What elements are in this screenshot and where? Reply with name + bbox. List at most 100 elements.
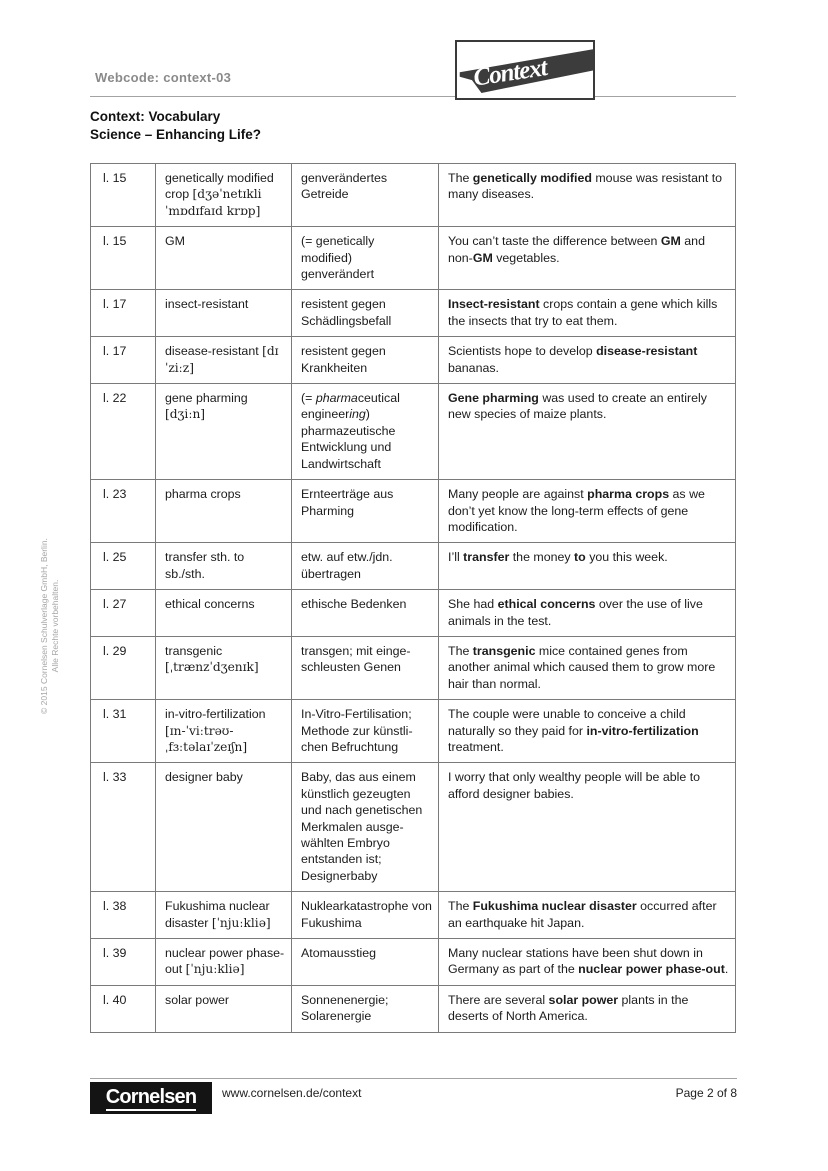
text-segment: as we don’t yet know the long-term effec…: [448, 487, 705, 534]
text-segment: pharma crops: [587, 487, 670, 502]
text-segment: Fukushima nuclear disaster: [472, 899, 637, 914]
vocab-table-body: l. 15 genetically modified crop [dʒəˈnetɪ…: [90, 162, 736, 1033]
cell-example-sentence: I worry that only wealthy people will be…: [438, 762, 736, 893]
table-row: l. 22 gene pharming [dʒiːn] (= pharmaceutic…: [90, 383, 736, 481]
cell-line-ref: l. 38: [90, 891, 156, 940]
cell-example-sentence: The Fukushima nuclear disaster occurred …: [438, 891, 736, 940]
cell-example-sentence: The couple were unable to conceive a chi…: [438, 699, 736, 764]
table-row: l. 17 disease-resistant [dɪˈziːz] resisten…: [90, 336, 736, 385]
cell-example-sentence: Insect-resistant crops contain a gene wh…: [438, 289, 736, 338]
cell-german-translation: resistent gegen Schädlingsbefall: [291, 289, 439, 338]
text-segment: to: [574, 550, 586, 565]
cell-example-sentence: Many people are against pharma crops as …: [438, 479, 736, 544]
cell-line-ref: l. 25: [90, 542, 156, 591]
cell-line-ref: l. 40: [90, 984, 156, 1033]
text-segment: The: [448, 899, 473, 914]
text-segment: resistent gegen Schädlingsbefall: [301, 297, 392, 328]
text-segment: GM: [660, 234, 681, 249]
text-segment: Scientists hope to develop: [448, 344, 597, 359]
text-segment: [ˈnjuːkliə]: [185, 962, 245, 977]
text-segment: ethische Bedenken: [301, 597, 407, 612]
text-segment: in-vitro-fertilization: [165, 707, 266, 722]
cell-example-sentence: Scientists hope to develop disease-resis…: [438, 336, 736, 385]
page-title: Context: Vocabulary Science – Enhancing …: [90, 108, 261, 144]
text-segment: modified): [301, 250, 352, 265]
text-segment: crops contain a gene which kills the ins…: [448, 297, 718, 328]
cell-line-ref: l. 39: [90, 938, 156, 986]
text-segment: GM: [165, 234, 185, 249]
cell-example-sentence: I’ll transfer the money to you this week…: [438, 542, 736, 591]
cell-line-ref: l. 17: [90, 336, 156, 385]
table-row: l. 15 GM (= genetically modified) genverände…: [90, 226, 736, 291]
text-segment: designer baby: [165, 770, 243, 785]
text-segment: transgenic: [472, 643, 536, 658]
table-row: l. 15 genetically modified crop [dʒəˈnetɪ…: [90, 162, 736, 228]
cell-german-translation: Ernteerträge aus Pharming: [291, 479, 439, 544]
text-segment: over the use of live animals in the test…: [448, 597, 703, 628]
text-segment: treatment.: [448, 739, 504, 754]
cell-english-term: ethical concerns: [155, 589, 292, 637]
text-segment: the money: [509, 550, 575, 565]
copyright-line2: Alle Rechte vorbehalten.: [50, 579, 60, 673]
cell-german-translation: etw. auf etw./jdn. übertragen: [291, 542, 439, 591]
cell-german-translation: (= pharmaceutical engineering) pharmazeu…: [291, 383, 439, 481]
text-segment: genverändertes Getreide: [301, 171, 388, 202]
text-segment: Atomausstieg: [301, 946, 377, 961]
text-segment: Insect-resistant: [448, 297, 540, 312]
cell-line-ref: l. 27: [90, 589, 156, 637]
cell-german-translation: genverändertes Getreide: [291, 162, 439, 228]
table-row: l. 40 solar power Sonnenenergie; Solarener…: [90, 984, 736, 1033]
cell-example-sentence: There are several solar power plants in …: [438, 984, 736, 1033]
copyright-vertical-text: © 2015 Cornelsen Schulverlage GmbH, Berl…: [39, 471, 61, 781]
text-segment: transfer sth. to sb./sth.: [165, 550, 245, 581]
context-logo: Context: [455, 40, 595, 100]
vocabulary-table: l. 15 genetically modified crop [dʒəˈnetɪ…: [90, 162, 736, 1033]
text-segment: There are several: [448, 992, 549, 1007]
cell-example-sentence: She had ethical concerns over the use of…: [438, 589, 736, 637]
text-segment: in-vitro-fertilization: [586, 723, 699, 738]
text-segment: transgen; mit einge-: [301, 643, 411, 658]
cell-english-term: pharma crops: [155, 479, 292, 544]
text-segment: transfer: [463, 550, 510, 565]
cell-english-term: gene pharming [dʒiːn]: [155, 383, 292, 481]
cell-line-ref: l. 33: [90, 762, 156, 893]
cell-german-translation: (= genetically modified) genverändert: [291, 226, 439, 291]
text-segment: (= genetically: [301, 234, 375, 249]
text-segment: genetically modified crop: [165, 171, 274, 202]
text-segment: In-Vitro-Fertilisation;: [301, 707, 412, 722]
text-segment: Many people are against: [448, 487, 588, 502]
cell-english-term: designer baby: [155, 762, 292, 893]
text-segment: insect-resistant: [165, 297, 249, 312]
copyright-line1: © 2015 Cornelsen Schulverlage GmbH, Berl…: [39, 538, 49, 714]
text-segment: Many nuclear stations have been shut dow…: [448, 946, 703, 977]
cell-line-ref: l. 17: [90, 289, 156, 338]
text-segment: plants in the deserts of North America.: [448, 992, 689, 1024]
cell-english-term: transgenic [ˌtrænzˈdʒenɪk]: [155, 635, 292, 701]
text-segment: ing: [349, 407, 366, 422]
cornelsen-logo: Cornelsen: [90, 1082, 212, 1114]
table-row: l. 23 pharma crops Ernteerträge aus Pharmi…: [90, 479, 736, 544]
page-number: Page 2 of 8: [675, 1086, 737, 1100]
table-row: l. 31 in-vitro-fertilization [ɪn-ˈviːtrəʊ-…: [90, 699, 736, 764]
cell-line-ref: l. 22: [90, 383, 156, 481]
text-segment: Methode zur künstli-: [301, 723, 413, 738]
text-segment: I’ll: [448, 550, 464, 565]
text-segment: disease-resistant: [596, 344, 698, 359]
text-segment: you this week.: [585, 550, 668, 565]
text-segment: resistent gegen Krankheiten: [301, 344, 386, 375]
cell-english-term: nuclear power phase-out [ˈnjuːkliə]: [155, 938, 292, 986]
cell-line-ref: l. 23: [90, 479, 156, 544]
text-segment: solar power: [548, 992, 619, 1007]
text-segment: was used to create an entirely new speci…: [448, 391, 707, 422]
text-segment: nuclear power phase-out: [578, 962, 725, 977]
text-segment: I worry that only wealthy people will be…: [448, 770, 701, 801]
text-segment: (=: [301, 391, 316, 406]
cell-english-term: in-vitro-fertilization [ɪn-ˈviːtrəʊ- ˌfɜːt…: [155, 699, 292, 764]
text-segment: and non-: [448, 234, 705, 265]
text-segment: [ˈnjuːkliə]: [211, 915, 271, 930]
table-row: l. 25 transfer sth. to sb./sth. etw. auf e…: [90, 542, 736, 591]
text-segment: genverändert: [301, 267, 375, 282]
text-segment: occurred after an earthquake hit Japan.: [448, 899, 717, 930]
header-divider: [90, 96, 736, 97]
